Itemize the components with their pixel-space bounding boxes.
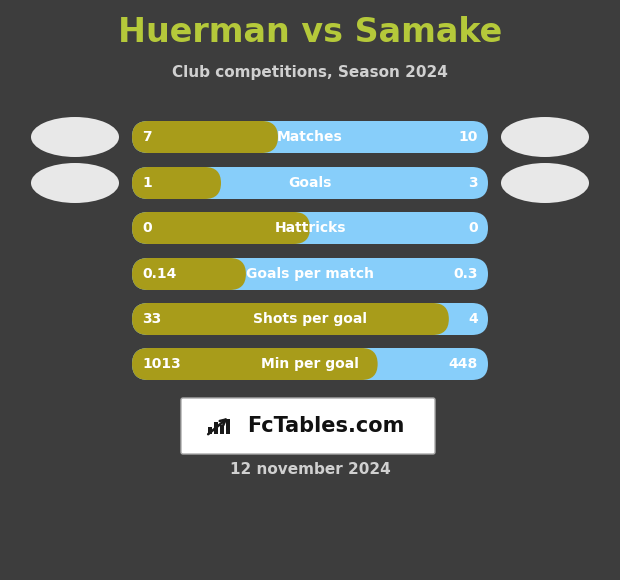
Text: 33: 33 bbox=[142, 312, 161, 326]
Text: 12 november 2024: 12 november 2024 bbox=[229, 462, 391, 477]
Text: 7: 7 bbox=[142, 130, 152, 144]
Text: 1: 1 bbox=[142, 176, 152, 190]
Text: 0.3: 0.3 bbox=[453, 267, 478, 281]
FancyBboxPatch shape bbox=[132, 303, 449, 335]
Text: 0: 0 bbox=[468, 221, 478, 235]
Text: FcTables.com: FcTables.com bbox=[247, 416, 405, 436]
Text: 3: 3 bbox=[468, 176, 478, 190]
FancyBboxPatch shape bbox=[132, 348, 378, 380]
Text: 4: 4 bbox=[468, 312, 478, 326]
FancyBboxPatch shape bbox=[181, 398, 435, 454]
Text: Club competitions, Season 2024: Club competitions, Season 2024 bbox=[172, 64, 448, 79]
FancyBboxPatch shape bbox=[132, 212, 488, 244]
Text: Min per goal: Min per goal bbox=[261, 357, 359, 371]
Bar bbox=[220, 425, 224, 434]
Text: Matches: Matches bbox=[277, 130, 343, 144]
FancyBboxPatch shape bbox=[132, 167, 488, 199]
FancyBboxPatch shape bbox=[132, 121, 488, 153]
FancyBboxPatch shape bbox=[132, 167, 221, 199]
Text: 0: 0 bbox=[142, 221, 152, 235]
Text: 1013: 1013 bbox=[142, 357, 181, 371]
Ellipse shape bbox=[501, 117, 589, 157]
Text: Shots per goal: Shots per goal bbox=[253, 312, 367, 326]
Text: Goals per match: Goals per match bbox=[246, 267, 374, 281]
Text: Goals: Goals bbox=[288, 176, 332, 190]
Text: 448: 448 bbox=[449, 357, 478, 371]
Text: Huerman vs Samake: Huerman vs Samake bbox=[118, 16, 502, 49]
FancyBboxPatch shape bbox=[132, 258, 246, 290]
FancyBboxPatch shape bbox=[132, 212, 310, 244]
Ellipse shape bbox=[31, 163, 119, 203]
Text: 0.14: 0.14 bbox=[142, 267, 176, 281]
Ellipse shape bbox=[501, 163, 589, 203]
Ellipse shape bbox=[31, 117, 119, 157]
FancyBboxPatch shape bbox=[132, 303, 488, 335]
Bar bbox=[226, 419, 230, 434]
Text: Hattricks: Hattricks bbox=[274, 221, 346, 235]
Bar bbox=[208, 427, 212, 434]
FancyBboxPatch shape bbox=[132, 348, 488, 380]
Bar bbox=[214, 422, 218, 434]
FancyBboxPatch shape bbox=[132, 121, 278, 153]
FancyBboxPatch shape bbox=[132, 258, 488, 290]
Text: 10: 10 bbox=[459, 130, 478, 144]
